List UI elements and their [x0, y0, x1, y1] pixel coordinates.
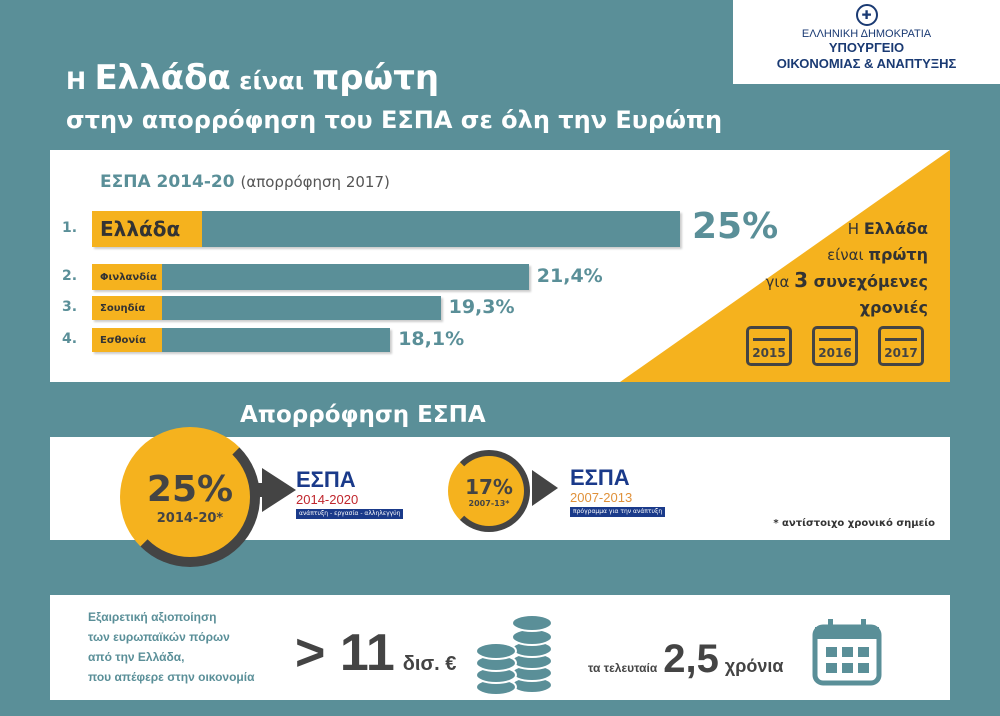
rank-label: 3. — [62, 299, 78, 315]
bar-2: Σουηδία — [92, 296, 441, 320]
rank-label: 4. — [62, 331, 78, 347]
rank-label: 2. — [62, 268, 78, 284]
amount-unit: δισ. € — [402, 653, 457, 675]
greek-seal-icon: ✚ — [855, 4, 878, 26]
bar-value-label: 21,4% — [536, 264, 603, 287]
espa-2007-2013-logo: ΕΣΠΑ 2007-2013 πρόγραμμα για την ανάπτυξ… — [570, 466, 666, 517]
first-three-years-text: Η Ελλάδα είναι πρώτη για 3 συνεχόμενες χ… — [765, 219, 928, 317]
subheadline: στην απορρόφηση του ΕΣΠΑ σε όλη την Ευρώ… — [66, 106, 723, 134]
current-value: 25% — [146, 468, 234, 510]
logo-line-1: ΕΛΛΗΝΙΚΗ ΔΗΜΟΚΡΑΤΙΑ — [801, 28, 932, 40]
calendar-icon-2015: 2015 — [746, 326, 792, 366]
years-value: 2,5 — [663, 637, 719, 681]
absorption-title: Απορρόφηση ΕΣΠΑ — [240, 402, 486, 428]
bar-value-label: 25% — [692, 205, 779, 247]
espa-2014-2020-logo: ΕΣΠΑ 2014-2020 ανάπτυξη - εργασία - αλλη… — [296, 468, 404, 519]
logo-line-3: ΟΙΚΟΝΟΜΙΑΣ & ΑΝΑΠΤΥΞΗΣ — [776, 56, 957, 71]
arrow-right-icon — [532, 470, 558, 506]
coins-icon — [475, 614, 553, 696]
logo-line-2: ΥΠΟΥΡΓΕΙΟ — [828, 40, 905, 55]
bar-category-label: Εσθονία — [92, 328, 162, 352]
calendar-icon — [812, 619, 882, 686]
current-period: 2014-20* — [156, 510, 224, 526]
years-unit: χρόνια — [724, 656, 784, 676]
previous-period: 2007-13* — [468, 498, 510, 508]
calendar-icon-2017: 2017 — [878, 326, 924, 366]
previous-value: 17% — [465, 474, 513, 499]
headline: Η Ελλάδα είναι πρώτη — [66, 58, 440, 98]
ministry-logo: ✚ ΕΛΛΗΝΙΚΗ ΔΗΜΟΚΡΑΤΙΑ ΥΠΟΥΡΓΕΙΟ ΟΙΚΟΝΟΜΙ… — [733, 0, 1000, 84]
years-group: τα τελευταία 2,5 χρόνια — [588, 635, 783, 683]
summary-description: Εξαιρετική αξιοποίηση των ευρωπαϊκών πόρω… — [88, 610, 255, 684]
chart-title: ΕΣΠΑ 2014-20 (απορρόφηση 2017) — [100, 172, 390, 192]
bar-category-label: Φινλανδία — [92, 264, 162, 290]
rank-label: 1. — [62, 220, 78, 236]
ranking-panel: ΕΣΠΑ 2014-20 (απορρόφηση 2017) 1. Ελλάδα 2… — [50, 150, 950, 382]
arrow-right-icon — [262, 468, 296, 512]
previous-absorption-circle: 17% 2007-13* — [448, 450, 530, 532]
bar-1: Φινλανδία — [92, 264, 529, 290]
bar-3: Εσθονία — [92, 328, 391, 352]
amount-value: > 11 — [295, 624, 395, 682]
last-label: τα τελευταία — [588, 661, 658, 675]
bar-category-label: Ελλάδα — [92, 211, 202, 247]
current-absorption-circle: 25% 2014-20* — [120, 427, 260, 567]
bar-value-label: 19,3% — [448, 295, 515, 318]
bar-category-label: Σουηδία — [92, 296, 162, 320]
summary-panel: Εξαιρετική αξιοποίηση των ευρωπαϊκών πόρω… — [50, 595, 950, 700]
amount-group: > 11 δισ. € — [295, 623, 456, 683]
bar-0: Ελλάδα — [92, 211, 680, 247]
calendar-icon-2016: 2016 — [812, 326, 858, 366]
bar-value-label: 18,1% — [398, 327, 465, 350]
footnote: * αντίστοιχο χρονικό σημείο — [773, 518, 935, 529]
